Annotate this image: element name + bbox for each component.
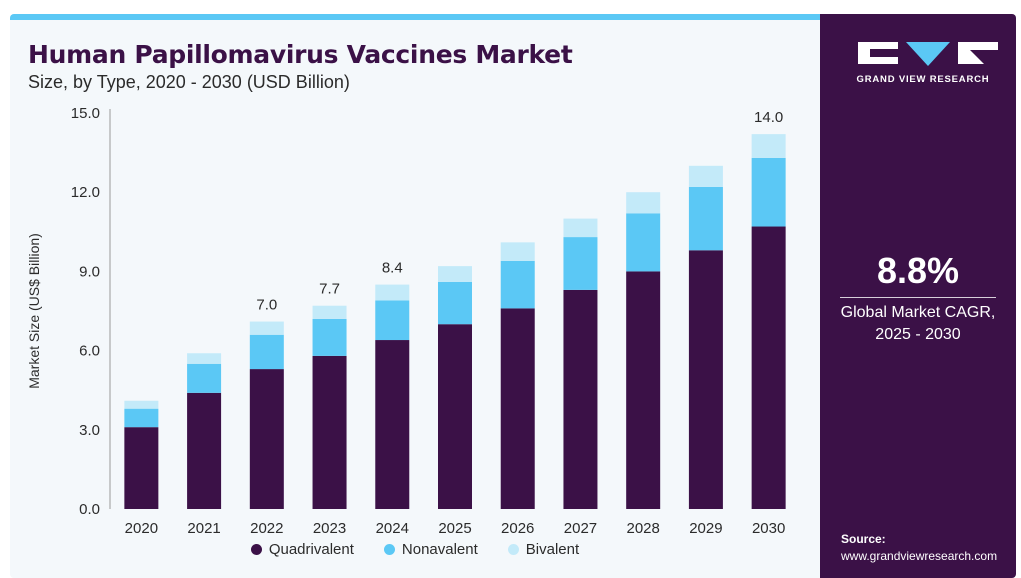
x-tick-label: 2023 xyxy=(313,520,346,537)
bar-nonavalent-2021 xyxy=(187,363,222,393)
brand-name: GRAND VIEW RESEARCH xyxy=(856,74,990,85)
bar-quadrivalent-2023 xyxy=(312,355,347,509)
bar-quadrivalent-2027 xyxy=(563,289,598,509)
bar-nonavalent-2030 xyxy=(751,157,786,227)
x-tick-label: 2020 xyxy=(125,520,158,537)
legend-label-nonavalent: Nonavalent xyxy=(401,541,478,558)
bar-quadrivalent-2028 xyxy=(626,271,661,509)
x-tick-label: 2027 xyxy=(564,520,597,537)
bar-bivalent-2029 xyxy=(688,165,723,187)
cagr-label-line2: 2025 - 2030 xyxy=(875,326,961,343)
bar-nonavalent-2028 xyxy=(626,213,661,272)
legend-label-bivalent: Bivalent xyxy=(525,541,580,558)
chart-panel: Human Papillomavirus Vaccines Market Siz… xyxy=(10,14,820,578)
bar-nonavalent-2023 xyxy=(312,318,347,356)
source-label: Source: xyxy=(841,532,886,546)
x-tick-label: 2021 xyxy=(187,520,220,537)
bar-bivalent-2025 xyxy=(438,266,472,282)
chart-title: Human Papillomavirus Vaccines Market xyxy=(28,40,573,69)
x-tick-label: 2029 xyxy=(689,520,722,537)
bar-quadrivalent-2021 xyxy=(187,392,222,509)
bar-nonavalent-2024 xyxy=(375,300,410,341)
bar-quadrivalent-2029 xyxy=(688,250,723,509)
bar-bivalent-2022 xyxy=(249,321,284,335)
bar-nonavalent-2022 xyxy=(249,334,284,370)
x-tick-label: 2025 xyxy=(438,520,471,537)
bar-quadrivalent-2020 xyxy=(124,427,159,509)
y-tick-label: 0.0 xyxy=(79,501,100,518)
bar-bivalent-2024 xyxy=(375,284,410,301)
x-tick-label: 2024 xyxy=(376,520,409,537)
data-label: 7.0 xyxy=(256,297,277,314)
cagr-value: 8.8% xyxy=(876,250,960,291)
bar-bivalent-2026 xyxy=(500,242,535,261)
bar-quadrivalent-2030 xyxy=(751,226,786,509)
y-tick-label: 15.0 xyxy=(71,105,100,122)
legend-swatch-bivalent xyxy=(507,544,519,555)
x-tick-label: 2028 xyxy=(626,520,659,537)
bar-bivalent-2027 xyxy=(563,218,598,238)
bar-quadrivalent-2024 xyxy=(375,340,410,509)
cagr-label-line1: Global Market CAGR, xyxy=(840,304,996,321)
bar-bivalent-2030 xyxy=(751,134,786,158)
x-tick-label: 2026 xyxy=(501,520,534,537)
y-tick-label: 12.0 xyxy=(71,184,100,201)
bar-nonavalent-2027 xyxy=(563,237,598,290)
y-tick-label: 6.0 xyxy=(79,343,100,360)
x-tick-label: 2022 xyxy=(250,520,283,537)
bar-nonavalent-2029 xyxy=(688,186,723,251)
legend: Quadrivalent Nonavalent Bivalent xyxy=(10,541,820,558)
bar-bivalent-2023 xyxy=(312,305,347,319)
bar-quadrivalent-2025 xyxy=(438,324,472,509)
bar-nonavalent-2020 xyxy=(124,408,159,428)
cagr-divider xyxy=(840,297,996,298)
legend-swatch-quadrivalent xyxy=(250,544,262,555)
data-label: 7.7 xyxy=(319,281,340,298)
bar-bivalent-2028 xyxy=(626,192,661,214)
grand-view-research-logo xyxy=(858,42,998,66)
bar-quadrivalent-2026 xyxy=(500,308,535,509)
bar-nonavalent-2026 xyxy=(500,260,535,309)
data-label: 8.4 xyxy=(382,260,403,277)
stacked-bar-chart: 0.0 3.0 6.0 9.0 12.0 15.0 Market Size (US$ Bil… xyxy=(26,105,786,537)
x-tick-label: 2030 xyxy=(752,520,785,537)
legend-item-nonavalent: Nonavalent xyxy=(383,541,478,558)
y-tick-label: 9.0 xyxy=(79,263,100,280)
legend-label-quadrivalent: Quadrivalent xyxy=(268,541,354,558)
legend-item-bivalent: Bivalent xyxy=(507,541,580,558)
bar-nonavalent-2025 xyxy=(438,281,472,325)
bar-quadrivalent-2022 xyxy=(249,369,284,509)
data-label: 14.0 xyxy=(754,109,783,126)
legend-item-quadrivalent: Quadrivalent xyxy=(250,541,354,558)
bar-bivalent-2021 xyxy=(187,353,222,364)
chart-subtitle: Size, by Type, 2020 - 2030 (USD Billion) xyxy=(28,72,350,92)
report-card: Human Papillomavirus Vaccines Market Siz… xyxy=(10,14,1016,578)
y-axis-title: Market Size (US$ Billion) xyxy=(26,233,42,389)
legend-swatch-nonavalent xyxy=(383,544,395,555)
source-url[interactable]: www.grandviewresearch.com xyxy=(841,549,998,563)
cagr-label: Global Market CAGR, 2025 - 2030 xyxy=(820,302,1016,346)
accent-bar xyxy=(10,14,820,20)
bar-bivalent-2020 xyxy=(124,400,159,409)
info-panel: GRAND VIEW RESEARCH 8.8% Global Market C… xyxy=(820,14,1016,578)
y-tick-label: 3.0 xyxy=(79,422,100,439)
